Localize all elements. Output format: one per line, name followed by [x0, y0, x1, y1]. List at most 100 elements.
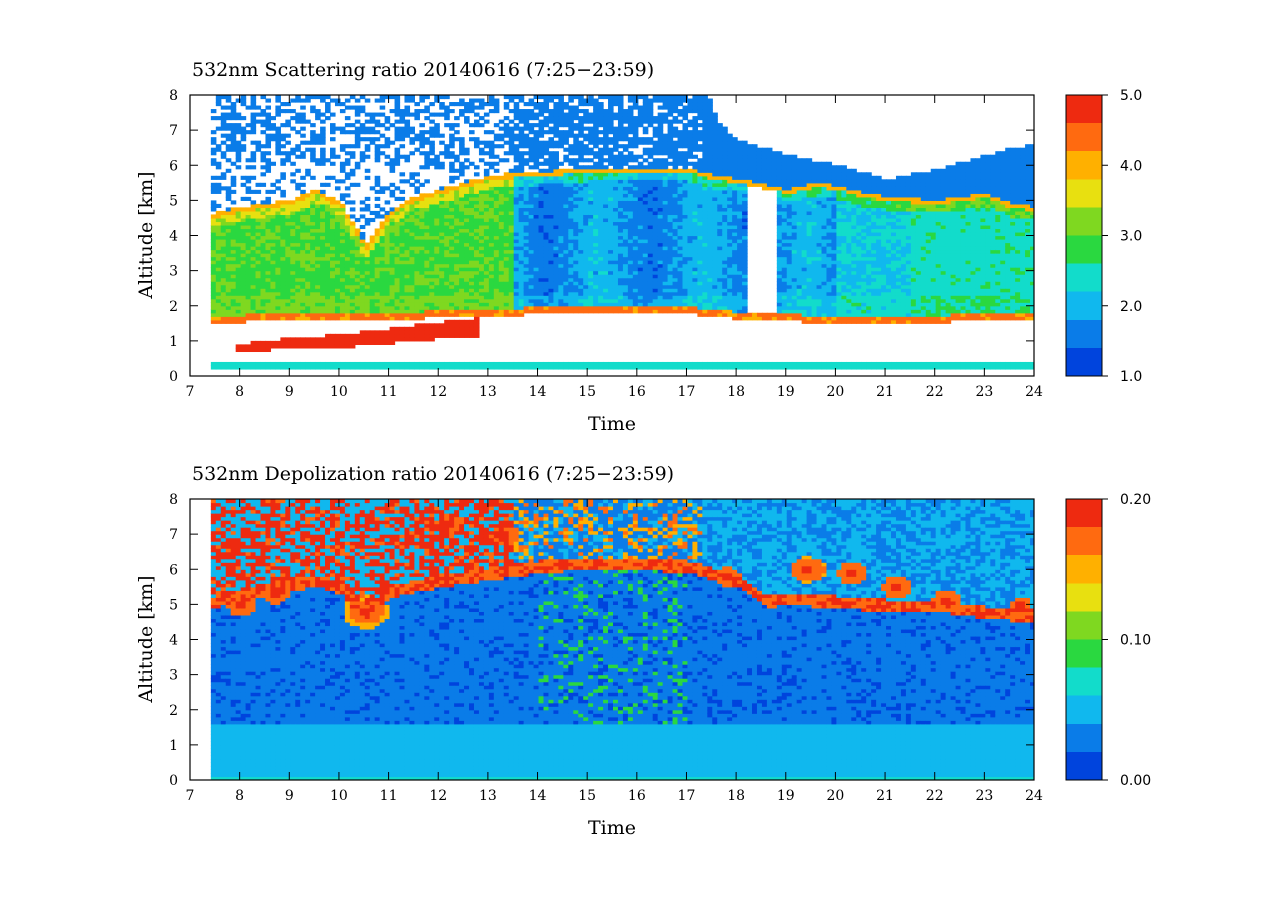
heatmap-cell [563, 295, 569, 300]
heatmap-cell [608, 267, 614, 272]
heatmap-cell [459, 235, 465, 240]
heatmap-cell [265, 210, 272, 216]
heatmap-cell [374, 189, 381, 194]
heatmap-cell [424, 298, 430, 303]
heatmap-cell [354, 281, 361, 286]
heatmap-cell [280, 231, 286, 237]
heatmap-cell [657, 196, 664, 201]
heatmap-cell [473, 98, 480, 103]
heatmap-cell [622, 281, 629, 286]
heatmap-cell [583, 302, 589, 307]
heatmap-cell [275, 147, 281, 152]
heatmap-cell [230, 361, 237, 367]
heatmap-cell [334, 344, 341, 349]
heatmap-cell [548, 291, 555, 296]
heatmap-cell [384, 267, 391, 272]
heatmap-cell [240, 288, 247, 293]
heatmap-cell [344, 284, 351, 289]
heatmap-cell [225, 224, 232, 230]
heatmap-cell [399, 284, 406, 289]
heatmap-cell [538, 365, 545, 370]
heatmap-cell [538, 284, 545, 289]
heatmap-cell [627, 267, 634, 272]
heatmap-cell [315, 210, 321, 216]
heatmap-cell [339, 224, 346, 230]
heatmap-cell [563, 291, 569, 296]
heatmap-cell [563, 196, 569, 201]
heatmap-cell [598, 102, 604, 107]
heatmap-cell [573, 214, 579, 219]
heatmap-cell [424, 196, 430, 201]
heatmap-cell [225, 246, 232, 251]
heatmap-cell [349, 361, 356, 367]
heatmap-cell [379, 284, 386, 289]
heatmap-cell [459, 263, 465, 268]
heatmap-cell [320, 140, 326, 145]
heatmap-cell [637, 302, 644, 307]
heatmap-cell [593, 214, 599, 219]
heatmap-cell [543, 168, 550, 173]
heatmap-cell [538, 126, 545, 131]
heatmap-cell [325, 203, 331, 208]
heatmap-cell [578, 130, 584, 135]
heatmap-cell [245, 242, 252, 247]
heatmap-cell [369, 246, 376, 251]
heatmap-cell [632, 144, 639, 149]
heatmap-cell [583, 284, 589, 289]
heatmap-cell [543, 182, 550, 187]
heatmap-cell [598, 217, 604, 223]
heatmap-cell [300, 312, 306, 317]
heatmap-cell [384, 119, 391, 124]
heatmap-cell [235, 144, 242, 149]
heatmap-cell [662, 361, 669, 367]
heatmap-cell [384, 231, 391, 237]
heatmap-cell [493, 298, 500, 303]
heatmap-cell [488, 281, 495, 286]
heatmap-cell [454, 189, 460, 194]
heatmap-cell [409, 151, 415, 156]
heatmap-cell [523, 246, 530, 251]
heatmap-cell [593, 137, 599, 142]
heatmap-cell [493, 109, 500, 114]
heatmap-cell [498, 298, 505, 303]
heatmap-cell [265, 168, 272, 173]
heatmap-cell [384, 277, 391, 282]
heatmap-cell [359, 291, 366, 296]
heatmap-cell [369, 270, 376, 275]
heatmap-cell [310, 284, 316, 289]
heatmap-cell [593, 291, 599, 296]
heatmap-cell [608, 102, 614, 107]
heatmap-cell [250, 224, 257, 230]
heatmap-cell [300, 298, 306, 303]
heatmap-cell [593, 144, 599, 149]
heatmap-cell [265, 119, 272, 124]
heatmap-cell [439, 253, 445, 258]
heatmap-cell [330, 361, 336, 367]
heatmap-cell [617, 130, 624, 135]
heatmap-cell [215, 214, 222, 219]
heatmap-cell [230, 210, 237, 216]
heatmap-cell [583, 189, 589, 194]
heatmap-cell [325, 246, 331, 251]
heatmap-cell [459, 326, 465, 331]
heatmap-cell [290, 291, 296, 296]
heatmap-cell [414, 214, 420, 219]
heatmap-cell [250, 126, 257, 131]
heatmap-cell [622, 200, 629, 205]
heatmap-cell [627, 277, 634, 282]
heatmap-cell [632, 154, 639, 159]
heatmap-cell [508, 168, 515, 173]
heatmap-cell [667, 263, 674, 268]
heatmap-cell [553, 116, 559, 121]
heatmap-cell [429, 235, 435, 240]
heatmap-cell [245, 105, 252, 110]
heatmap-cell [518, 179, 525, 184]
heatmap-cell [558, 105, 564, 110]
heatmap-cell [583, 133, 589, 138]
heatmap-cell [334, 288, 341, 293]
heatmap-cell [662, 291, 669, 296]
heatmap-cell [449, 267, 455, 272]
heatmap-cell [419, 196, 425, 201]
heatmap-cell [657, 168, 664, 173]
heatmap-cell [310, 246, 316, 251]
